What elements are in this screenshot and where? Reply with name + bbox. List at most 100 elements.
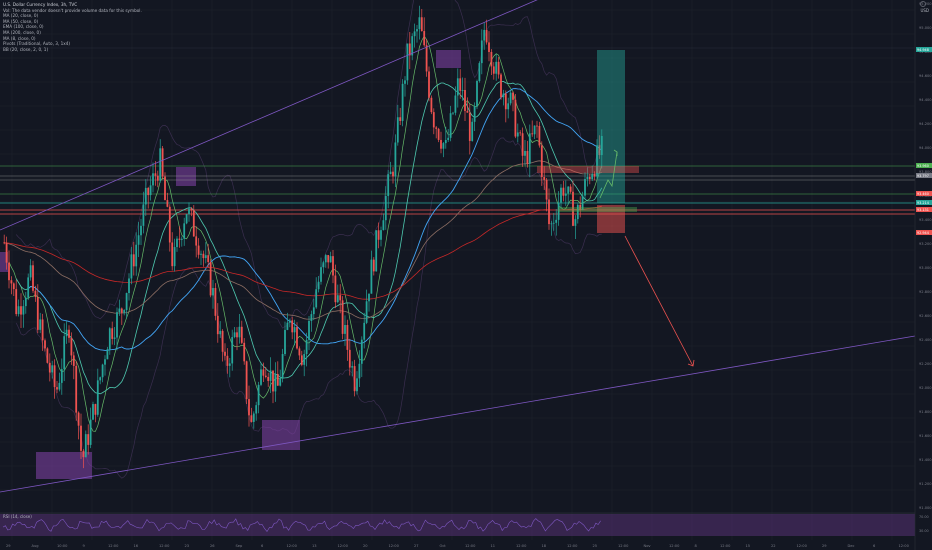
candle-body	[435, 127, 438, 129]
candle-body	[581, 195, 584, 210]
candle-body	[293, 327, 296, 333]
candle-body	[272, 370, 274, 392]
candle-body	[264, 375, 267, 377]
ema100-line	[4, 160, 602, 320]
candle-body	[334, 275, 337, 303]
candle-body	[84, 434, 87, 458]
price-tag-label: 94.948	[917, 48, 929, 52]
candle-body	[560, 187, 562, 203]
candle-body	[442, 143, 445, 149]
rsi-label: RSI (14, close)	[3, 514, 32, 519]
ma200-line	[4, 205, 602, 300]
candle-body	[384, 195, 387, 221]
candle-body	[207, 255, 210, 263]
candle-body	[44, 340, 46, 349]
price-tick-label: 92.600	[919, 314, 932, 318]
candle-body	[89, 419, 92, 445]
candle-body	[394, 142, 397, 177]
price-tick-label: 93.000	[919, 266, 932, 270]
rsi-pane	[0, 512, 915, 536]
support-box	[558, 207, 637, 212]
time-tick-label: 12:00	[159, 544, 170, 548]
candle-body	[65, 329, 68, 337]
candle-body	[298, 348, 301, 356]
candle-body	[243, 342, 246, 362]
candle-body	[466, 110, 469, 113]
candle-body	[123, 310, 126, 313]
candle-body	[387, 174, 390, 196]
legend: U.S. Dollar Currency Index, 3h, TVC Vol:…	[3, 2, 142, 52]
candle-body	[190, 208, 193, 211]
candle-body	[380, 230, 382, 240]
time-tick-label: 12:00	[669, 544, 680, 548]
candle-body	[195, 236, 198, 246]
time-tick-label: 16	[134, 544, 139, 548]
price-tick-label: 95.000	[919, 26, 932, 30]
candle-body	[312, 307, 315, 315]
time-tick-label: 12:00	[516, 544, 527, 548]
candle-body	[72, 355, 75, 366]
candle-body	[476, 81, 478, 107]
price-tick-label: 91.000	[919, 506, 932, 510]
candle-body	[356, 378, 358, 392]
candle-body	[236, 332, 238, 338]
candle-body	[360, 339, 363, 364]
time-tick-label: 27	[414, 544, 419, 548]
candle-body	[221, 330, 224, 352]
candle-body	[250, 415, 253, 422]
candle-body	[500, 74, 502, 98]
time-tick-label: 22	[771, 544, 776, 548]
candle-body	[332, 256, 334, 276]
axes: 95.20095.00094.80094.60094.40094.20094.0…	[6, 0, 932, 550]
candle-body	[308, 320, 310, 340]
time-tick-label: 12:00	[618, 544, 629, 548]
candle-body	[425, 45, 428, 72]
candle-body	[224, 351, 226, 356]
candle-body	[444, 139, 447, 144]
time-tick-label: 13	[312, 544, 317, 548]
candle-body	[406, 43, 409, 81]
candle-body	[125, 293, 128, 311]
candle-body	[574, 219, 577, 226]
candle-body	[322, 262, 325, 268]
target-zone	[597, 50, 625, 203]
candle-body	[545, 179, 548, 200]
candle-body	[320, 267, 322, 282]
candle-body	[411, 36, 414, 56]
price-tick-label: 94.400	[919, 98, 932, 102]
candle-body	[315, 289, 318, 308]
candle-body	[144, 187, 147, 205]
candle-body	[267, 376, 270, 381]
candle-body	[257, 384, 260, 406]
price-tick-label: 92.400	[919, 338, 932, 342]
candle-body	[548, 199, 550, 225]
candle-body	[82, 450, 85, 458]
candle-body	[17, 306, 20, 315]
candle-body	[456, 78, 459, 96]
legend-line: MA (8, close, 0)	[3, 35, 36, 41]
candle-body	[255, 405, 258, 414]
candle-body	[428, 71, 430, 98]
candle-body	[526, 150, 529, 164]
settings-icon[interactable]	[920, 1, 926, 7]
candle-body	[509, 92, 512, 104]
candle-body	[449, 113, 452, 138]
time-tick-label: 12:00	[797, 544, 808, 548]
candle-body	[492, 66, 495, 74]
legend-line: MA (50, close, 0)	[3, 18, 39, 24]
candle-body	[576, 204, 579, 220]
price-tag	[916, 200, 932, 205]
candle-body	[512, 92, 514, 100]
time-tick-label: 10:00	[57, 544, 68, 548]
price-tag-label: 93.214	[917, 201, 929, 205]
candle-body	[543, 177, 546, 180]
candle-body	[94, 404, 97, 415]
legend-line: EMA (100, close, 0)	[3, 24, 44, 30]
candle-body	[447, 137, 450, 140]
candle-body	[468, 112, 471, 141]
time-tick-label: 12:00	[567, 544, 578, 548]
time-tick-label: 26	[210, 544, 215, 548]
candle-body	[34, 290, 37, 298]
